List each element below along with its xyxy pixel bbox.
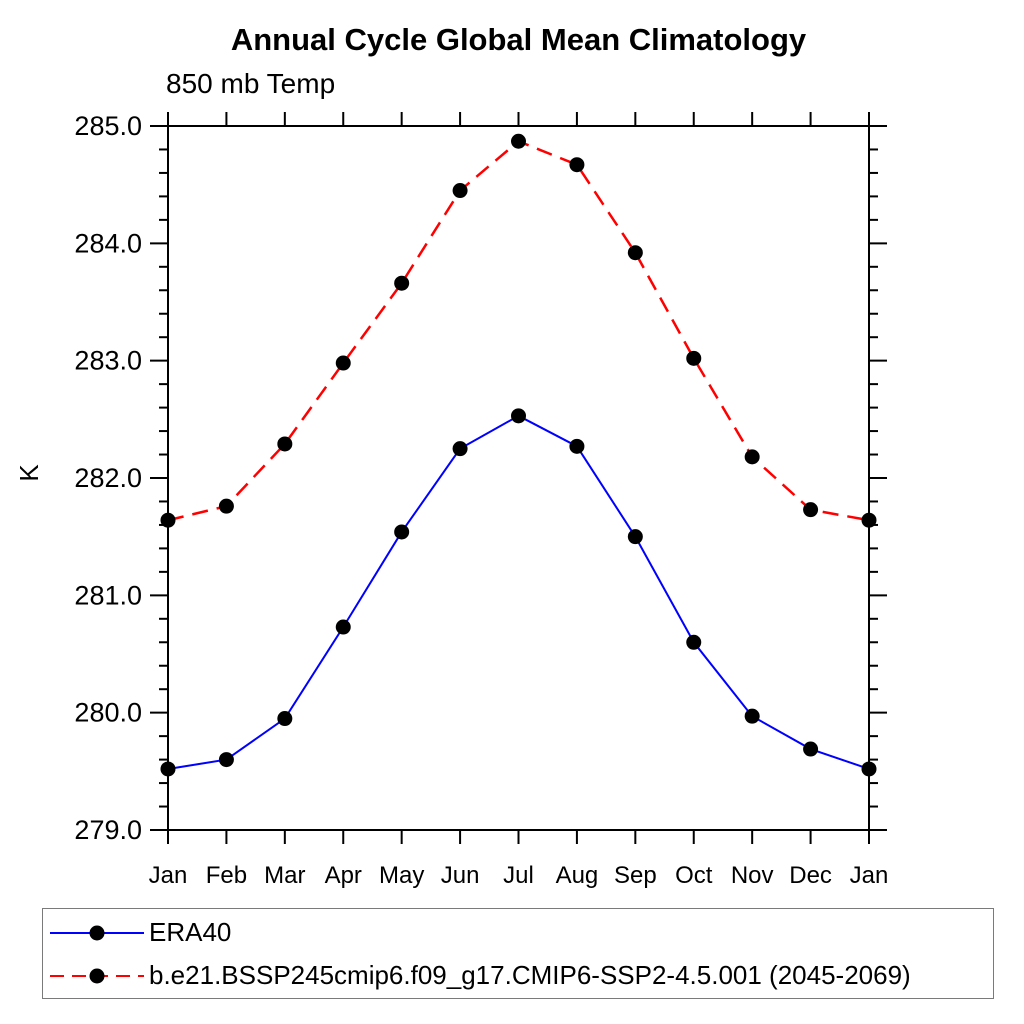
- legend-line-sample-solid: [50, 925, 144, 940]
- data-point-marker: [803, 741, 819, 757]
- x-tick-label: Aug: [556, 862, 599, 889]
- data-point-marker: [686, 350, 702, 366]
- legend: ERA40 b.e21.BSSP245cmip6.f09_g17.CMIP6-S…: [42, 908, 994, 999]
- x-tick-label: Apr: [325, 862, 362, 889]
- data-point-marker: [160, 512, 176, 528]
- data-point-marker: [744, 449, 760, 465]
- legend-item-era40: ERA40: [43, 911, 993, 954]
- y-tick-label: 279.0: [74, 815, 142, 845]
- y-tick-label: 283.0: [74, 346, 142, 376]
- x-tick-label: Oct: [675, 862, 713, 889]
- data-point-marker: [218, 752, 234, 768]
- legend-line-sample-dashed: [50, 968, 144, 983]
- y-tick-label: 284.0: [74, 228, 142, 258]
- data-point-marker: [569, 157, 585, 173]
- data-point-marker: [452, 183, 468, 199]
- data-point-marker: [861, 512, 877, 528]
- series-line-1: [167, 139, 870, 522]
- data-point-marker: [277, 436, 293, 452]
- data-point-marker: [452, 441, 468, 457]
- data-point-marker: [744, 708, 760, 724]
- data-point-marker: [277, 711, 293, 727]
- plot-area: 279.0 280.0 281.0 282.0 283.0 284.0 285.0 Jan Fe…: [74, 111, 888, 889]
- data-point-marker: [627, 529, 643, 545]
- data-point-marker: [627, 245, 643, 261]
- data-point-marker: [511, 408, 526, 424]
- x-tick-label: Jun: [441, 862, 480, 889]
- data-point-marker: [335, 355, 351, 371]
- data-point-marker: [394, 275, 410, 291]
- legend-item-model: b.e21.BSSP245cmip6.f09_g17.CMIP6-SSP2-4.…: [43, 954, 993, 997]
- legend-label-model: b.e21.BSSP245cmip6.f09_g17.CMIP6-SSP2-4.…: [149, 960, 911, 990]
- data-point-marker: [569, 438, 585, 454]
- data-point-marker: [394, 524, 410, 540]
- y-axis-label: K: [14, 464, 44, 482]
- data-point-marker: [160, 761, 176, 777]
- y-tick-label: 282.0: [74, 463, 142, 493]
- x-tick-label: Dec: [789, 862, 832, 889]
- x-tick-label: Sep: [614, 862, 657, 889]
- data-point-marker: [511, 133, 526, 149]
- legend-label-era40: ERA40: [149, 917, 232, 947]
- chart-subtitle: 850 mb Temp: [166, 68, 336, 99]
- data-point-marker: [803, 502, 819, 518]
- data-point-marker: [861, 761, 877, 777]
- chart-title: Annual Cycle Global Mean Climatology: [230, 22, 807, 57]
- x-tick-label: Mar: [264, 862, 305, 889]
- data-point-marker: [686, 634, 702, 650]
- data-point-marker: [218, 498, 234, 514]
- y-tick-label: 280.0: [74, 698, 142, 728]
- y-tick-label: 281.0: [74, 580, 142, 610]
- x-tick-label: May: [379, 862, 424, 889]
- x-tick-label: Feb: [206, 862, 247, 889]
- x-tick-label: Jan: [149, 862, 188, 889]
- axis-frame: [167, 125, 870, 831]
- x-tick-label: Jan: [850, 862, 889, 889]
- data-point-marker: [335, 619, 351, 635]
- x-tick-label: Jul: [503, 862, 534, 889]
- x-tick-label: Nov: [731, 862, 774, 889]
- y-tick-label: 285.0: [74, 111, 142, 141]
